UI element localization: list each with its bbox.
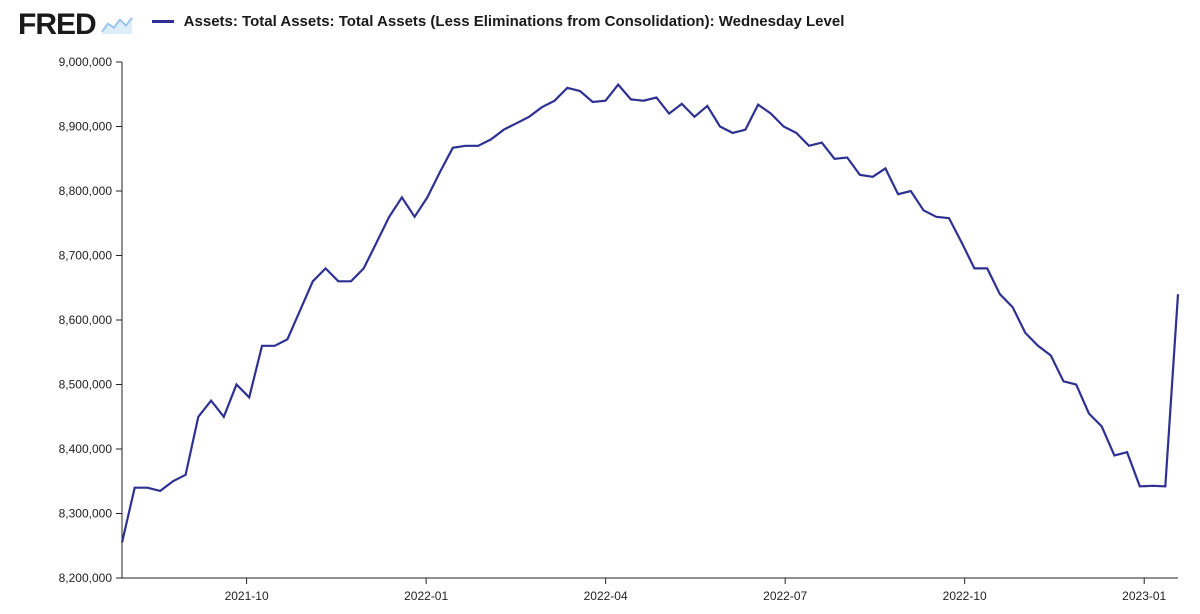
logo-text: FRED: [18, 8, 96, 42]
svg-text:2022-04: 2022-04: [584, 589, 628, 603]
svg-text:2022-10: 2022-10: [943, 589, 987, 603]
fred-logo: FRED: [18, 8, 134, 42]
logo-chart-icon: [100, 14, 134, 36]
svg-text:2022-01: 2022-01: [404, 589, 448, 603]
legend-line-swatch: [152, 20, 174, 23]
svg-text:2021-10: 2021-10: [225, 589, 269, 603]
svg-text:8,700,000: 8,700,000: [59, 249, 113, 263]
svg-text:8,800,000: 8,800,000: [59, 184, 113, 198]
svg-text:8,900,000: 8,900,000: [59, 120, 113, 134]
chart-legend: Assets: Total Assets: Total Assets (Less…: [152, 8, 1180, 32]
chart-area: Millions of U.S. Dollars 8,200,0008,300,…: [0, 56, 1200, 614]
chart-header: FRED Assets: Total Assets: Total Assets …: [18, 8, 1180, 42]
svg-text:2023-01: 2023-01: [1122, 589, 1166, 603]
svg-text:8,600,000: 8,600,000: [59, 313, 113, 327]
svg-text:8,400,000: 8,400,000: [59, 442, 113, 456]
line-chart-svg: 8,200,000 8,300,000 8,400,000 8,500,000 8,60…: [40, 56, 1190, 612]
svg-text:8,500,000: 8,500,000: [59, 378, 113, 392]
svg-text:9,000,000: 9,000,000: [59, 56, 113, 69]
svg-text:8,200,000: 8,200,000: [59, 571, 113, 585]
legend-label: Assets: Total Assets: Total Assets (Less…: [184, 12, 845, 32]
svg-text:2022-07: 2022-07: [763, 589, 807, 603]
svg-text:8,300,000: 8,300,000: [59, 507, 113, 521]
